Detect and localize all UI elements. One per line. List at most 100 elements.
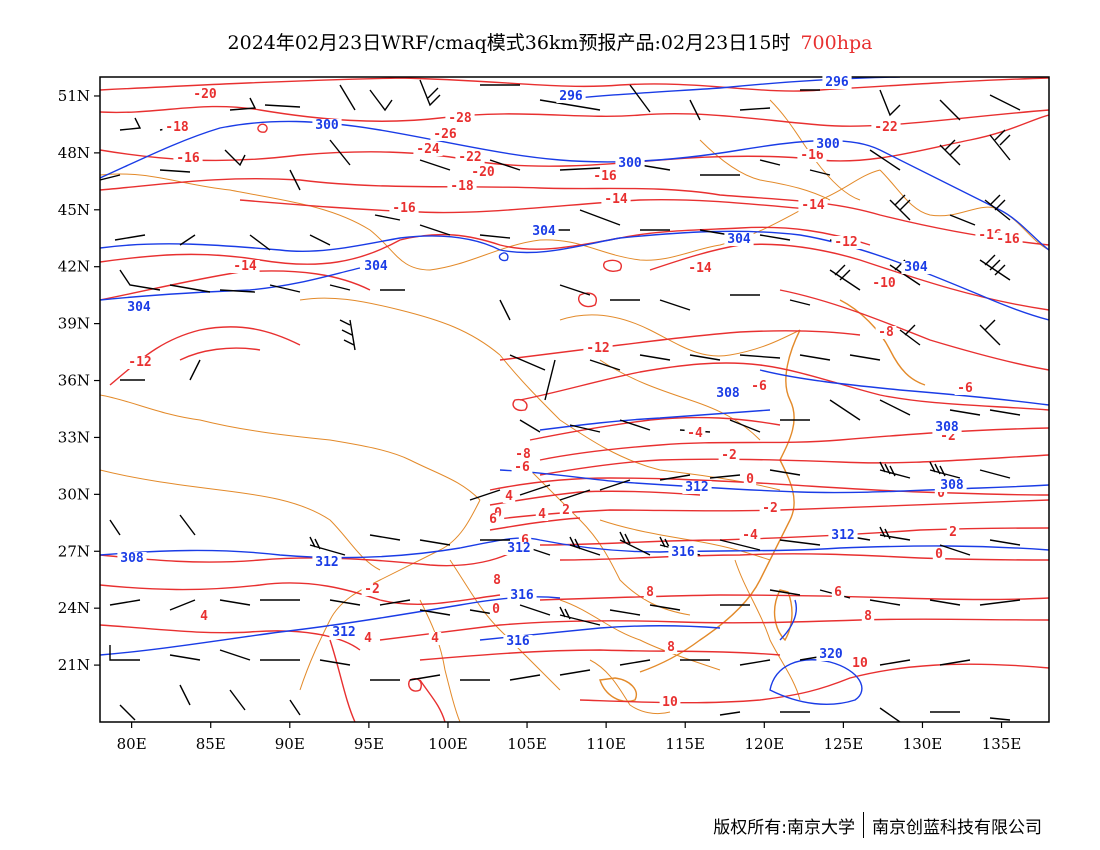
temp-label-bg [535, 508, 549, 521]
temp-label-bg [590, 170, 620, 183]
lat-tick-label: 36N [58, 372, 90, 390]
temp-label-bg [486, 513, 500, 526]
temp-label-bg [361, 583, 383, 596]
lon-tick-label: 135E [982, 735, 1022, 753]
lon-tick-label: 95E [354, 735, 384, 753]
lat-tick-label: 21N [58, 656, 90, 674]
lat-tick-label: 51N [58, 87, 90, 105]
lon-tick-label: 90E [275, 735, 305, 753]
temperature-label: -14 [604, 192, 628, 207]
temp-label-bg [849, 657, 871, 670]
height-label: 316 [506, 634, 530, 649]
height-label: 304 [727, 232, 751, 247]
height-label-bg [329, 626, 359, 639]
temp-label-bg [430, 128, 460, 141]
height-label: 312 [507, 541, 530, 556]
lat-tick-label: 30N [58, 485, 90, 503]
temperature-label: -12 [834, 235, 857, 250]
lon-tick-label: 80E [117, 735, 147, 753]
lat-axis: 51N 48N 45N 42N 39N 36N 33N 30N 27N 24N 21N [58, 87, 100, 674]
temperature-label: -18 [165, 120, 189, 135]
height-label: 304 [532, 224, 556, 239]
height-label-bg [312, 556, 342, 569]
temp-label-bg [643, 586, 657, 599]
temp-label-bg [230, 260, 260, 273]
temperature-label: -8 [878, 325, 894, 340]
temp-label-bg [490, 574, 504, 587]
temp-label-bg [489, 603, 503, 616]
height-label-bg [361, 260, 391, 273]
temperature-label: -22 [458, 150, 481, 165]
lon-axis: 80E 85E 90E 95E 100E 105E 110E 115E 120E 125E 130E… [117, 722, 1022, 753]
temperature-label: 2 [949, 525, 957, 540]
coastline [599, 299, 926, 702]
temperature-label: 0 [492, 602, 500, 617]
temperature-label: 8 [646, 585, 654, 600]
temp-label-bg [875, 326, 897, 339]
height-label-bg [813, 138, 843, 151]
temp-label-bg [559, 504, 573, 517]
temp-label-bg [512, 448, 534, 461]
temperature-label: 8 [667, 640, 675, 655]
temperature-label: -20 [193, 87, 217, 102]
height-label-bg [124, 301, 154, 314]
temperature-label: -8 [515, 447, 531, 462]
copyright-text: 版权所有:南京大学 [713, 817, 855, 838]
height-label-bg [828, 529, 858, 542]
temperature-label: -2 [721, 448, 737, 463]
map-layers [100, 77, 1049, 722]
temp-label-bg [413, 143, 443, 156]
temperature-label: -12 [586, 341, 609, 356]
temperature-label: 6 [521, 533, 529, 548]
temperature-label: 0 [746, 472, 754, 487]
temp-label-bg [162, 121, 192, 134]
temperature-label: -22 [874, 120, 897, 135]
height-label-bg [504, 542, 534, 555]
height-label: 308 [940, 478, 964, 493]
height-label-bg [615, 157, 645, 170]
temperature-label: 0 [935, 547, 943, 562]
temperature-label: -14 [233, 259, 257, 274]
lon-tick-label: 130E [903, 735, 943, 753]
temp-label-bg [871, 121, 901, 134]
height-label-bg [901, 261, 931, 274]
height-label: 308 [935, 420, 959, 435]
temperature-label: -6 [751, 379, 767, 394]
company-name: 南京创蓝科技有限公司 [872, 817, 1042, 838]
temperature-label: -16 [800, 148, 824, 163]
height-label-bg [556, 90, 586, 103]
temperature-label: -14 [688, 261, 712, 276]
height-label: 316 [671, 545, 695, 560]
height-label: 316 [510, 588, 534, 603]
temp-label-bg [583, 342, 613, 355]
height-label-bg [724, 233, 754, 246]
temperature-label: 4 [505, 489, 513, 504]
height-label-bg [503, 635, 533, 648]
lon-tick-label: 120E [745, 735, 785, 753]
height-label: 304 [364, 259, 388, 274]
temperature-label: -16 [996, 232, 1020, 247]
footer-separator [863, 812, 864, 838]
border-lines [100, 99, 1049, 722]
height-label-bg [682, 481, 712, 494]
temperature-label: -28 [448, 111, 472, 126]
lat-tick-label: 45N [58, 201, 90, 219]
height-label: 312 [685, 480, 708, 495]
temp-label-bg [125, 356, 155, 369]
height-label-bg [312, 119, 342, 132]
temp-label-bg [861, 610, 875, 623]
lat-tick-label: 24N [58, 599, 90, 617]
lon-tick-label: 110E [586, 735, 626, 753]
height-labels: 296 296 300 300 300 304 304 304 304 304 308 308 308 3… [117, 75, 967, 662]
temp-label-bg [946, 526, 960, 539]
height-label: 296 [825, 75, 849, 90]
chart-title: 2024年02月23日WRF/cmaq模式36km预报产品:02月23日15时 7… [0, 28, 1100, 55]
temp-label-bg [831, 586, 845, 599]
temperature-label: -24 [416, 142, 440, 157]
temp-label-bg [173, 152, 203, 165]
height-label-bg [822, 76, 852, 89]
height-label-bg [932, 421, 962, 434]
height-label-bg [529, 225, 559, 238]
temperature-label: -26 [433, 127, 457, 142]
